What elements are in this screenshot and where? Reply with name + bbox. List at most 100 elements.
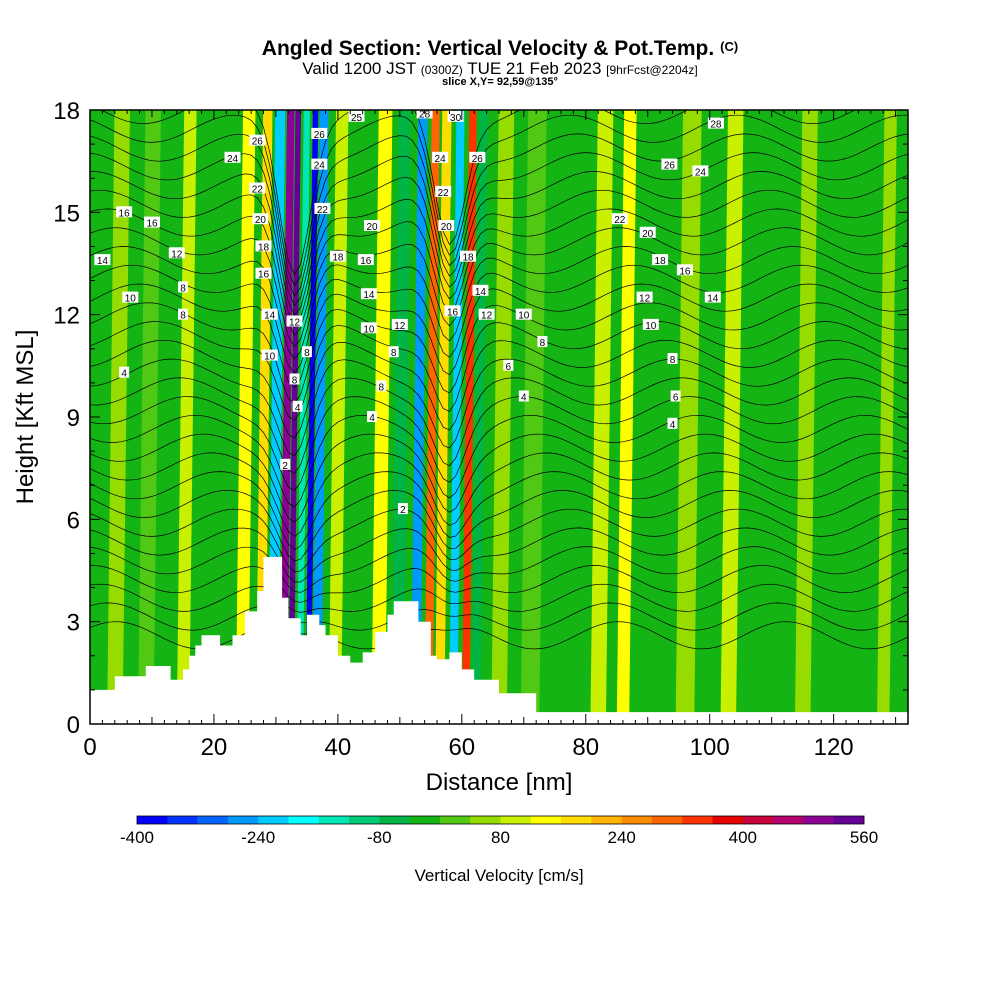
- shading-band: [138, 110, 161, 724]
- colorbar-segment: [288, 816, 320, 824]
- contour-label-text: 26: [472, 154, 484, 165]
- title-main: Angled Section: Vertical Velocity & Pot.…: [261, 37, 715, 60]
- contour-label: 14: [360, 288, 377, 301]
- colorbar-frame: [136, 815, 865, 825]
- contour-label-text: 12: [639, 294, 651, 305]
- contour-label: 24: [692, 165, 709, 178]
- contour-label-text: 18: [655, 256, 667, 267]
- contour-label-bg: [119, 366, 130, 378]
- contour-label-bg: [447, 110, 464, 122]
- colorbar-tick-label: 80: [491, 828, 510, 847]
- contour-label-text: 22: [614, 215, 626, 226]
- contour-label: 26: [661, 158, 678, 172]
- theta-contour-line: [90, 471, 908, 550]
- colorbar-tick-label: 400: [729, 828, 757, 847]
- contour-label-bg: [252, 213, 269, 225]
- colorbar-segment: [591, 816, 622, 824]
- shading-band: [590, 110, 614, 724]
- theta-contour-line: [90, 433, 908, 523]
- theta-contour-line: [90, 133, 908, 297]
- title-unit-suffix: (C): [720, 39, 739, 54]
- y-tick-label: 6: [67, 507, 80, 534]
- contour-label-bg: [518, 390, 529, 402]
- contour-label: 4: [667, 417, 678, 431]
- theta-contour-line: [90, 321, 908, 422]
- contour-label-text: 4: [521, 393, 527, 404]
- theta-contour-line: [90, 396, 908, 491]
- contour-label: 14: [94, 254, 111, 267]
- shading-band: [877, 110, 897, 724]
- shading-band: [520, 110, 547, 724]
- contour-label: 16: [255, 267, 272, 281]
- colorbar-tick-label: -240: [241, 828, 275, 847]
- theta-contour-line: [90, 246, 908, 360]
- contour-label: 2: [280, 458, 291, 472]
- colorbar-segment: [379, 816, 410, 824]
- colorbar-segment: [349, 816, 380, 824]
- colorbar-segment: [651, 816, 683, 824]
- contour-label-text: 20: [441, 222, 453, 233]
- contour-label: 14: [704, 291, 721, 305]
- contour-label: 12: [391, 318, 408, 332]
- theta-contour-line: [90, 583, 908, 613]
- x-tick-label: 60: [448, 734, 475, 761]
- contour-label-bg: [515, 308, 532, 320]
- colorbar-tick-label: -400: [120, 828, 154, 847]
- contour-label-text: 12: [171, 249, 183, 260]
- colorbar-tick-label: 560: [850, 828, 878, 847]
- contour-label: 8: [178, 308, 188, 322]
- contour-label-bg: [611, 213, 628, 225]
- contour-label-text: 22: [252, 185, 264, 196]
- shading-band: [794, 110, 818, 724]
- contour-label: 6: [503, 359, 514, 373]
- contour-label-bg: [397, 503, 408, 515]
- x-tick-label: 20: [201, 734, 228, 761]
- contour-label: 28: [416, 110, 433, 120]
- contour-label-bg: [314, 202, 331, 214]
- contour-label-text: 6: [673, 393, 679, 404]
- contour-label-bg: [255, 267, 272, 279]
- slice-info: slice X,Y= 92,59@135°: [442, 76, 558, 88]
- shading-band: [235, 110, 256, 724]
- y-tick-label: 3: [67, 610, 80, 637]
- contour-label-text: 16: [119, 208, 131, 219]
- shading-band: [176, 110, 197, 724]
- contour-label-text: 18: [258, 242, 270, 253]
- contour-label-text: 30: [450, 113, 462, 124]
- contour-label: 2: [397, 503, 408, 516]
- shading-band: [255, 110, 273, 724]
- contour-label: 16: [116, 206, 133, 219]
- contour-label: 24: [224, 151, 241, 165]
- y-tick-label: 9: [67, 405, 80, 432]
- contour-label-bg: [364, 220, 380, 231]
- colorbar-segment: [803, 816, 835, 824]
- contour-label: 10: [360, 322, 377, 335]
- shading-band: [391, 110, 412, 724]
- contour-label-text: 4: [670, 420, 676, 431]
- contour-label-bg: [178, 281, 188, 293]
- theta-contour-line: [90, 358, 908, 457]
- contour-label-bg: [478, 308, 495, 320]
- theta-contour-line: [90, 302, 908, 405]
- contour-label-bg: [255, 240, 272, 252]
- contour-label-text: 14: [264, 311, 276, 322]
- contour-label-text: 20: [642, 229, 654, 240]
- contour-label-bg: [116, 206, 133, 218]
- colorbar-segment: [742, 816, 774, 824]
- contour-label-text: 8: [292, 376, 298, 387]
- contour-label-bg: [435, 185, 452, 197]
- contour-label: 4: [292, 400, 303, 414]
- contour-label-text: 8: [540, 338, 546, 349]
- contour-label-bg: [367, 411, 377, 422]
- contour-label-text: 10: [264, 352, 276, 363]
- contour-label: 18: [329, 250, 346, 264]
- contour-label-bg: [249, 134, 266, 146]
- shading-band: [312, 110, 329, 724]
- contour-label-text: 20: [255, 215, 267, 226]
- theta-contour-line: [90, 208, 908, 336]
- contour-label: 26: [469, 151, 486, 165]
- contour-label-bg: [280, 458, 291, 470]
- contour-label-bg: [122, 291, 139, 303]
- y-axis-label: Height [Kft MSL]: [12, 330, 39, 505]
- x-tick-label: 40: [325, 734, 352, 761]
